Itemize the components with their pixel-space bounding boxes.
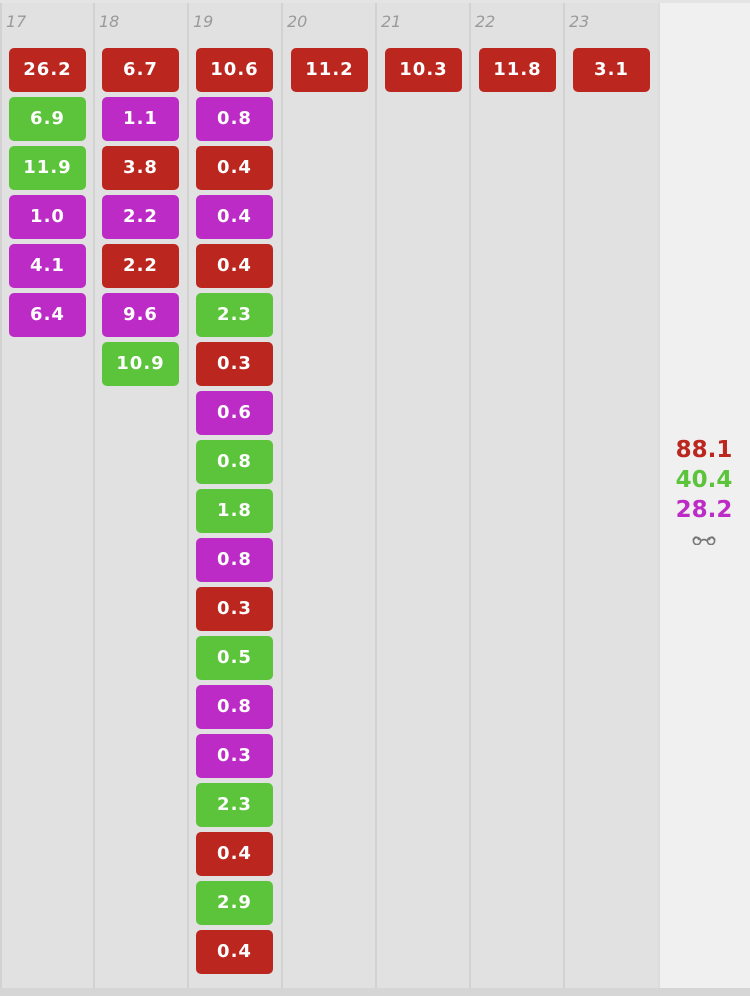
day-number: 20: [287, 12, 308, 31]
entries-list: 11.8: [479, 48, 556, 92]
day-number: 17: [6, 12, 27, 31]
entry-badge[interactable]: 10.6: [196, 48, 273, 92]
entry-badge[interactable]: 0.3: [196, 734, 273, 778]
entry-badge[interactable]: 0.8: [196, 685, 273, 729]
day-number: 21: [381, 12, 402, 31]
weekly-summary-panel: 88.1 40.4 28.2: [658, 3, 750, 988]
entries-list: 11.2: [291, 48, 368, 92]
entries-list: 10.6 0.8 0.4 0.4 0.4 2.3 0.3 0.6 0.8 1.8…: [196, 48, 273, 974]
entries-list: 10.3: [385, 48, 462, 92]
entry-badge[interactable]: 0.4: [196, 244, 273, 288]
entry-badge[interactable]: 0.8: [196, 538, 273, 582]
entry-badge[interactable]: 0.4: [196, 930, 273, 974]
entry-badge[interactable]: 2.2: [102, 195, 179, 239]
day-number: 22: [475, 12, 496, 31]
total-green: 40.4: [675, 467, 733, 493]
entry-badge[interactable]: 11.9: [9, 146, 86, 190]
entry-badge[interactable]: 2.3: [196, 783, 273, 827]
day-column-21: 21 10.3: [375, 3, 469, 988]
entry-badge[interactable]: 0.8: [196, 97, 273, 141]
entry-badge[interactable]: 6.7: [102, 48, 179, 92]
entries-list: 26.2 6.9 11.9 1.0 4.1 6.4: [9, 48, 86, 337]
entry-badge[interactable]: 6.9: [9, 97, 86, 141]
entry-badge[interactable]: 6.4: [9, 293, 86, 337]
entry-badge[interactable]: 26.2: [9, 48, 86, 92]
day-column-17: 17 26.2 6.9 11.9 1.0 4.1 6.4: [0, 3, 93, 988]
weekly-totals: 88.1 40.4 28.2: [660, 435, 748, 545]
day-number: 19: [193, 12, 214, 31]
entry-badge[interactable]: 3.1: [573, 48, 650, 92]
day-number: 18: [99, 12, 120, 31]
entry-badge[interactable]: 11.8: [479, 48, 556, 92]
entry-badge[interactable]: 9.6: [102, 293, 179, 337]
entry-badge[interactable]: 2.3: [196, 293, 273, 337]
entry-badge[interactable]: 0.3: [196, 342, 273, 386]
entry-badge[interactable]: 0.4: [196, 195, 273, 239]
entry-badge[interactable]: 10.9: [102, 342, 179, 386]
entry-badge[interactable]: 0.4: [196, 832, 273, 876]
day-column-18: 18 6.7 1.1 3.8 2.2 2.2 9.6 10.9: [93, 3, 187, 988]
entry-badge[interactable]: 0.4: [196, 146, 273, 190]
entry-badge[interactable]: 2.2: [102, 244, 179, 288]
entry-badge[interactable]: 11.2: [291, 48, 368, 92]
entries-list: 3.1: [573, 48, 650, 92]
entries-list: 6.7 1.1 3.8 2.2 2.2 9.6 10.9: [102, 48, 179, 386]
day-column-19: 19 10.6 0.8 0.4 0.4 0.4 2.3 0.3 0.6 0.8 …: [187, 3, 281, 988]
entry-badge[interactable]: 1.0: [9, 195, 86, 239]
entry-badge[interactable]: 1.8: [196, 489, 273, 533]
entry-badge[interactable]: 2.9: [196, 881, 273, 925]
entry-badge[interactable]: 0.6: [196, 391, 273, 435]
entry-badge[interactable]: 0.8: [196, 440, 273, 484]
entry-badge[interactable]: 1.1: [102, 97, 179, 141]
entry-badge[interactable]: 10.3: [385, 48, 462, 92]
total-red: 88.1: [675, 437, 733, 463]
day-column-20: 20 11.2: [281, 3, 375, 988]
day-column-22: 22 11.8: [469, 3, 563, 988]
entry-badge[interactable]: 0.3: [196, 587, 273, 631]
entry-badge[interactable]: 3.8: [102, 146, 179, 190]
glasses-icon[interactable]: [689, 531, 719, 545]
day-column-23: 23 3.1: [563, 3, 658, 988]
entry-badge[interactable]: 4.1: [9, 244, 86, 288]
bottom-border: [0, 988, 750, 996]
day-number: 23: [569, 12, 590, 31]
total-purple: 28.2: [675, 497, 733, 523]
entry-badge[interactable]: 0.5: [196, 636, 273, 680]
